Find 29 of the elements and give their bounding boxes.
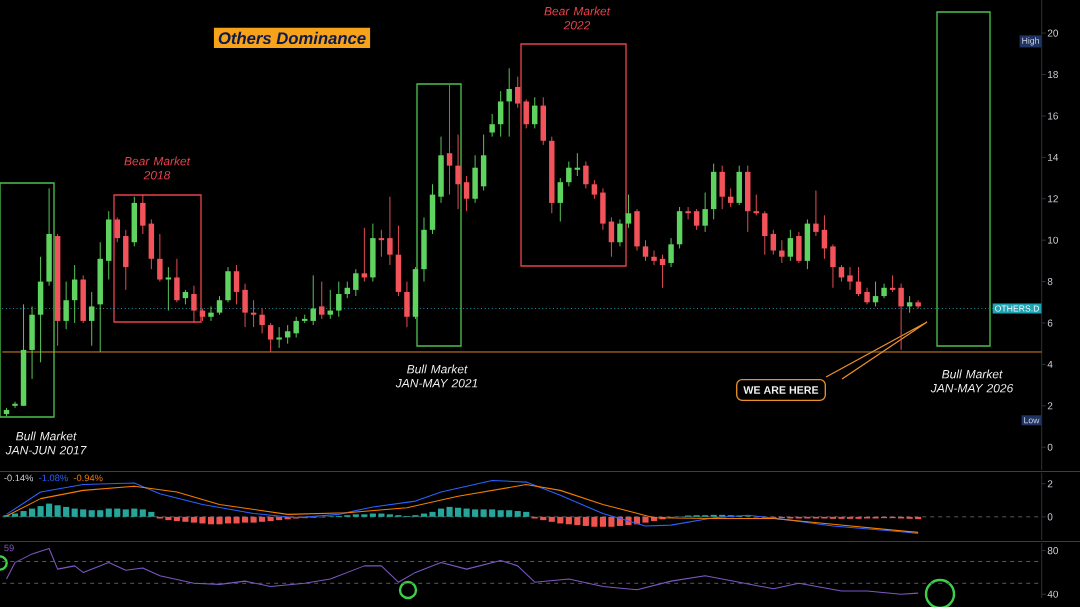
y-tick-label: 14 xyxy=(1048,153,1059,161)
y-tick-label: 2 xyxy=(1047,402,1053,410)
y-tick-label: 20 xyxy=(1047,29,1059,37)
annotation: Bear Market 2022 xyxy=(544,6,611,30)
annotation: Low xyxy=(1024,417,1040,424)
y-tick-label: 6 xyxy=(1047,319,1053,327)
y-tick-label: 2 xyxy=(1047,480,1053,488)
y-tick-label: 0 xyxy=(1047,513,1053,521)
y-tick-label: 8 xyxy=(1047,278,1053,286)
annotation: -1.08% xyxy=(39,474,68,482)
annotation: Bear Market 2018 xyxy=(124,156,191,180)
annotation: -0.14% xyxy=(4,474,34,482)
ref-line-label: OTHERS.D xyxy=(995,305,1039,312)
annotation: 59 xyxy=(4,544,14,552)
y-tick-label: 0 xyxy=(1047,443,1053,451)
y-tick-label: 16 xyxy=(1048,112,1058,120)
annotation: Bull Market JAN-MAY 2026 xyxy=(930,369,1014,393)
annotation: High xyxy=(1022,37,1039,46)
y-tick-label: 10 xyxy=(1048,236,1059,244)
y-tick-label: 4 xyxy=(1047,360,1053,368)
y-tick-label: 18 xyxy=(1048,70,1058,79)
y-tick-label: 40 xyxy=(1047,590,1059,598)
text: Others Dominance xyxy=(218,31,366,45)
annotation: -0.94% xyxy=(73,474,103,482)
annotation: WE ARE HERE xyxy=(743,386,819,394)
y-tick-label: 12 xyxy=(1048,195,1058,203)
y-tick-label: 80 xyxy=(1047,547,1059,555)
annotation: Bull Market JAN-JUN 2017 xyxy=(5,431,87,455)
annotation: Bull Market JAN-MAY 2021 xyxy=(395,364,478,388)
